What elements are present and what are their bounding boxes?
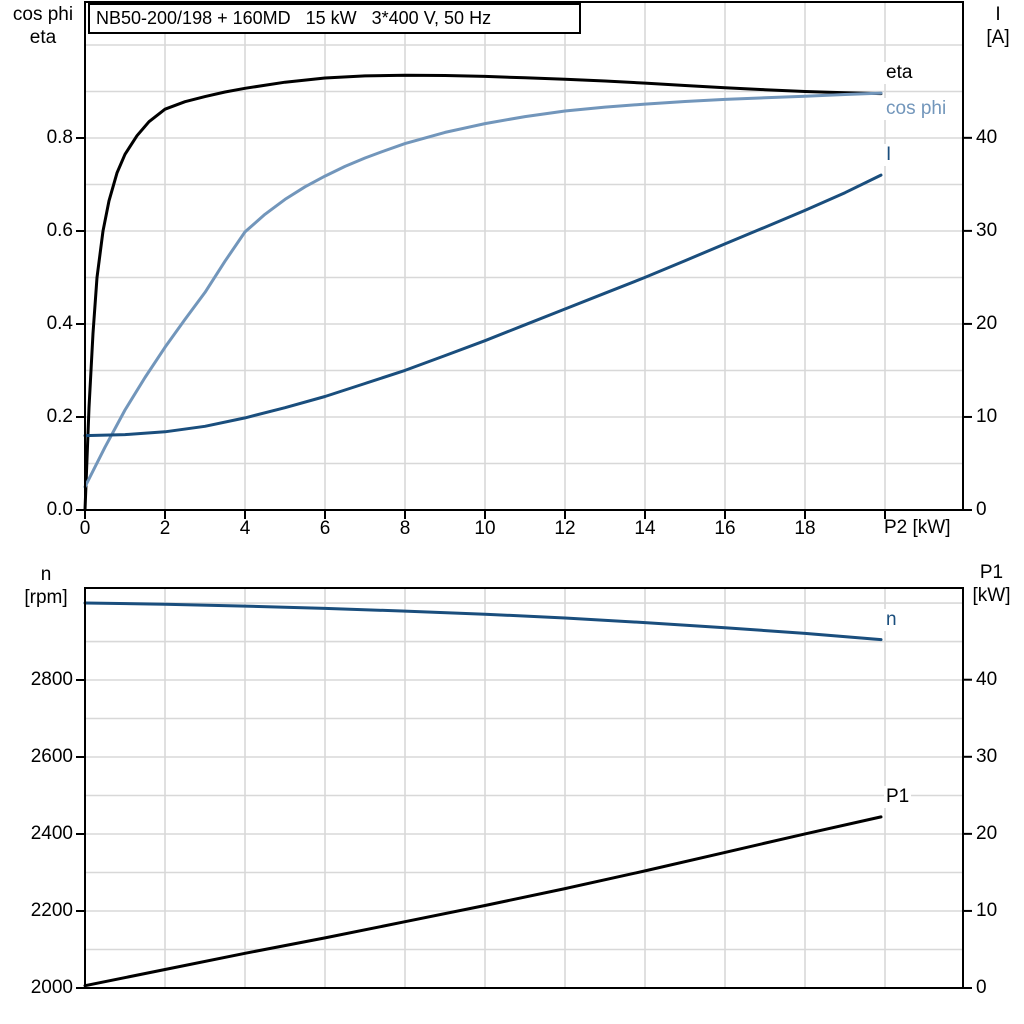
right-tick-40: 40 <box>976 668 998 690</box>
axis-title-p1: P1 <box>979 562 1004 583</box>
right-tick-0: 0 <box>976 977 987 998</box>
series-label-eta: eta <box>884 61 915 84</box>
right-tick-30: 30 <box>976 219 998 241</box>
top-right-axis-title: I [A] <box>969 3 1024 49</box>
x-tick-2: 2 <box>159 518 171 539</box>
right-tick-20: 20 <box>976 822 998 844</box>
axis-title-eta: eta <box>29 27 57 48</box>
axis-title-p1-unit: [kW] <box>972 585 1011 606</box>
left-tick-2000: 2000 <box>30 977 73 998</box>
top-left-axis-title: cos phi eta <box>1 3 85 49</box>
axis-title-cos-phi: cos phi <box>12 4 74 25</box>
axis-title-current-unit: [A] <box>986 27 1010 48</box>
series-label-p1: P1 <box>884 785 912 808</box>
left-tick-0.0: 0.0 <box>46 499 73 520</box>
axis-title-speed: n <box>40 564 52 585</box>
right-tick-10: 10 <box>976 405 998 427</box>
series-label-i: I <box>884 144 894 167</box>
right-tick-40: 40 <box>976 126 998 148</box>
x-tick-6: 6 <box>319 518 331 539</box>
x-tick-10: 10 <box>474 518 496 539</box>
axis-title-current: I <box>995 4 1001 25</box>
left-tick-0.2: 0.2 <box>46 406 73 427</box>
x-tick-12: 12 <box>554 518 576 539</box>
bottom-right-axis-title: P1 [kW] <box>961 561 1022 607</box>
right-tick-30: 30 <box>976 745 998 767</box>
x-tick-14: 14 <box>634 518 656 539</box>
left-tick-2200: 2200 <box>30 900 73 921</box>
left-tick-0.6: 0.6 <box>46 220 73 241</box>
left-tick-2800: 2800 <box>30 669 73 690</box>
bottom-left-axis-title: n [rpm] <box>6 563 86 609</box>
axis-title-speed-unit: [rpm] <box>24 587 68 608</box>
left-tick-2400: 2400 <box>30 823 73 844</box>
x-tick-0: 0 <box>79 518 91 539</box>
left-tick-0.8: 0.8 <box>46 127 73 148</box>
x-axis-label: P2 [kW] <box>884 517 951 538</box>
left-tick-2600: 2600 <box>30 746 73 767</box>
x-tick-8: 8 <box>399 518 411 539</box>
chart-title-box: NB50-200/198 + 160MD 15 kW 3*400 V, 50 H… <box>88 3 581 34</box>
left-tick-0.4: 0.4 <box>46 313 73 334</box>
right-tick-10: 10 <box>976 899 998 921</box>
series-label-cos-phi: cos phi <box>884 98 949 121</box>
right-tick-20: 20 <box>976 312 998 334</box>
right-tick-0: 0 <box>976 499 987 520</box>
series-label-n: n <box>884 608 899 631</box>
x-tick-18: 18 <box>794 518 816 539</box>
x-tick-16: 16 <box>714 518 736 539</box>
x-tick-4: 4 <box>239 518 251 539</box>
